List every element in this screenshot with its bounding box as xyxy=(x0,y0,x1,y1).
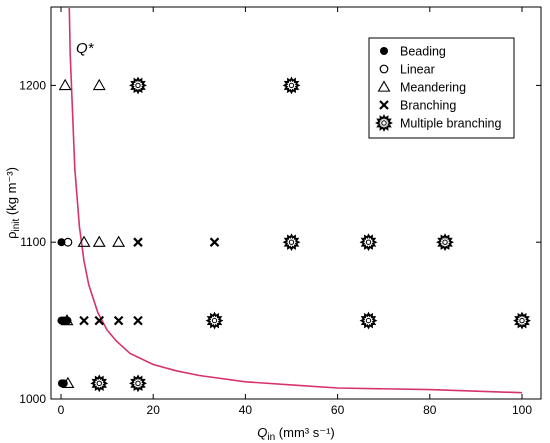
point-branching xyxy=(133,315,143,326)
legend-marker-multiple-branching xyxy=(375,114,393,132)
x-tick-label: 80 xyxy=(423,403,437,417)
point-multiple-branching xyxy=(129,76,147,95)
point-multiple-branching xyxy=(90,374,109,393)
x-axis-label: Qin (mm³ s⁻¹) xyxy=(257,425,334,443)
point-multiple-branching xyxy=(129,374,147,393)
point-branching xyxy=(79,315,89,326)
legend-marker-linear xyxy=(379,64,389,74)
y-tick-label: 1100 xyxy=(20,235,46,249)
legend-label-beading: Beading xyxy=(400,45,446,59)
q-star-label: Q* xyxy=(76,40,95,57)
q-star-curve-layer xyxy=(68,8,523,394)
x-tick-label: 0 xyxy=(58,403,65,417)
point-beading xyxy=(57,238,66,247)
point-multiple-branching xyxy=(359,311,378,330)
y-tick-label: 1200 xyxy=(19,78,46,92)
point-multiple-branching xyxy=(205,311,224,330)
point-multiple-branching xyxy=(282,76,301,95)
plot-frame xyxy=(50,6,542,400)
point-linear xyxy=(63,237,73,247)
point-meandering xyxy=(61,376,75,388)
x-tick-label: 20 xyxy=(147,403,161,417)
legend-marker-branching xyxy=(379,100,389,110)
q-star-curve xyxy=(68,8,523,394)
point-meandering xyxy=(112,235,126,247)
x-tick-label: 60 xyxy=(331,403,345,417)
point-meandering xyxy=(77,235,91,247)
point-multiple-branching xyxy=(282,233,301,252)
legend-box xyxy=(368,37,515,139)
point-meandering xyxy=(58,78,72,91)
data-points xyxy=(57,76,531,393)
point-multiple-branching xyxy=(359,233,378,252)
point-meandering xyxy=(92,78,106,91)
point-meandering xyxy=(60,313,74,326)
point-branching xyxy=(113,315,124,326)
point-multiple-branching xyxy=(436,233,454,252)
point-branching xyxy=(209,237,220,247)
point-multiple-branching xyxy=(513,311,531,330)
y-tick-label: 1000 xyxy=(19,392,46,406)
axis-ticks: 0 20 40 60 80 100 1000 1100 1200 xyxy=(19,7,541,417)
legend-label-linear: Linear xyxy=(400,63,435,77)
legend-marker-meandering xyxy=(377,80,391,92)
y-axis-label: ρinit (kg m⁻³) xyxy=(4,167,22,239)
point-branching xyxy=(133,237,143,247)
legend-label-meandering: Meandering xyxy=(400,81,466,95)
x-tick-label: 100 xyxy=(512,403,532,417)
legend: Beading Linear Meandering Branching Multiple… xyxy=(368,37,515,139)
point-branching xyxy=(94,315,105,326)
point-meandering xyxy=(92,235,106,247)
x-tick-label: 40 xyxy=(239,403,253,417)
legend-marker-beading xyxy=(380,47,388,55)
legend-label-multiple-branching: Multiple branching xyxy=(400,117,501,131)
legend-label-branching: Branching xyxy=(400,99,456,113)
